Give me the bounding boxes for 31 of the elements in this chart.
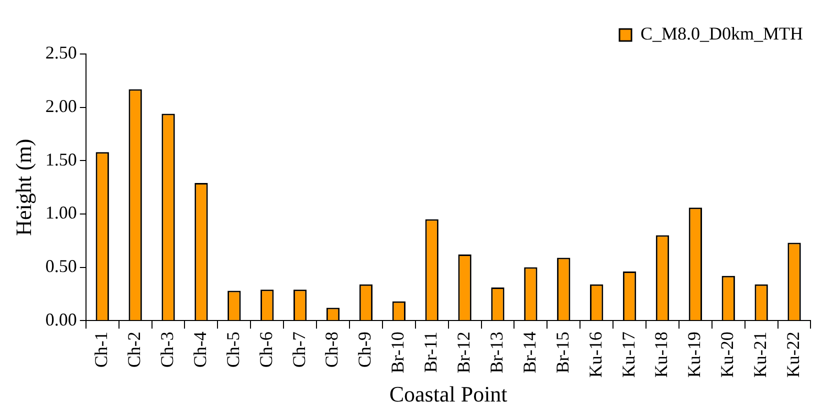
y-tick-label: 2.00 <box>45 96 77 116</box>
x-tick-label: Ch-7 <box>288 332 309 368</box>
x-tick-label: Ku-20 <box>717 332 738 378</box>
x-tick-label: Br-12 <box>454 332 474 374</box>
x-tick-label: Br-14 <box>519 332 540 374</box>
y-tick-label: 1.00 <box>45 202 77 223</box>
x-tick-label: Ku-17 <box>618 332 638 378</box>
y-axis-title: Height (m) <box>10 138 36 236</box>
x-tick-label: Ku-16 <box>585 332 606 378</box>
x-axis-title: Coastal Point <box>389 382 508 407</box>
y-tick-label: 2.50 <box>45 42 77 63</box>
x-tick-label: Ku-22 <box>783 332 803 378</box>
legend-label: C_M8.0_D0km_MTH <box>640 24 804 44</box>
x-tick-label: Ku-21 <box>750 332 770 378</box>
x-tick-label: Br-13 <box>486 332 506 374</box>
x-tick-label: Ch-2 <box>124 332 144 368</box>
x-tick-label: Ku-19 <box>684 332 704 378</box>
x-tick-label: Ch-4 <box>190 332 210 368</box>
y-tick-label: 0.50 <box>45 256 77 276</box>
x-tick-label: Ch-6 <box>256 332 276 368</box>
x-tick-label: Br-10 <box>388 332 408 374</box>
x-tick-label: Ku-18 <box>651 332 672 378</box>
y-tick-label: 1.50 <box>45 149 77 170</box>
x-tick-label: Ch-8 <box>322 332 342 368</box>
x-tick-label: Ch-9 <box>354 332 375 368</box>
x-tick-label: Br-11 <box>420 332 441 373</box>
x-tick-label: Ch-1 <box>91 332 112 368</box>
x-tick-label: Ch-3 <box>157 332 177 368</box>
x-tick-label: Br-15 <box>552 332 572 374</box>
y-tick-label: 0.00 <box>45 309 77 330</box>
x-tick-label: Ch-5 <box>222 332 243 368</box>
